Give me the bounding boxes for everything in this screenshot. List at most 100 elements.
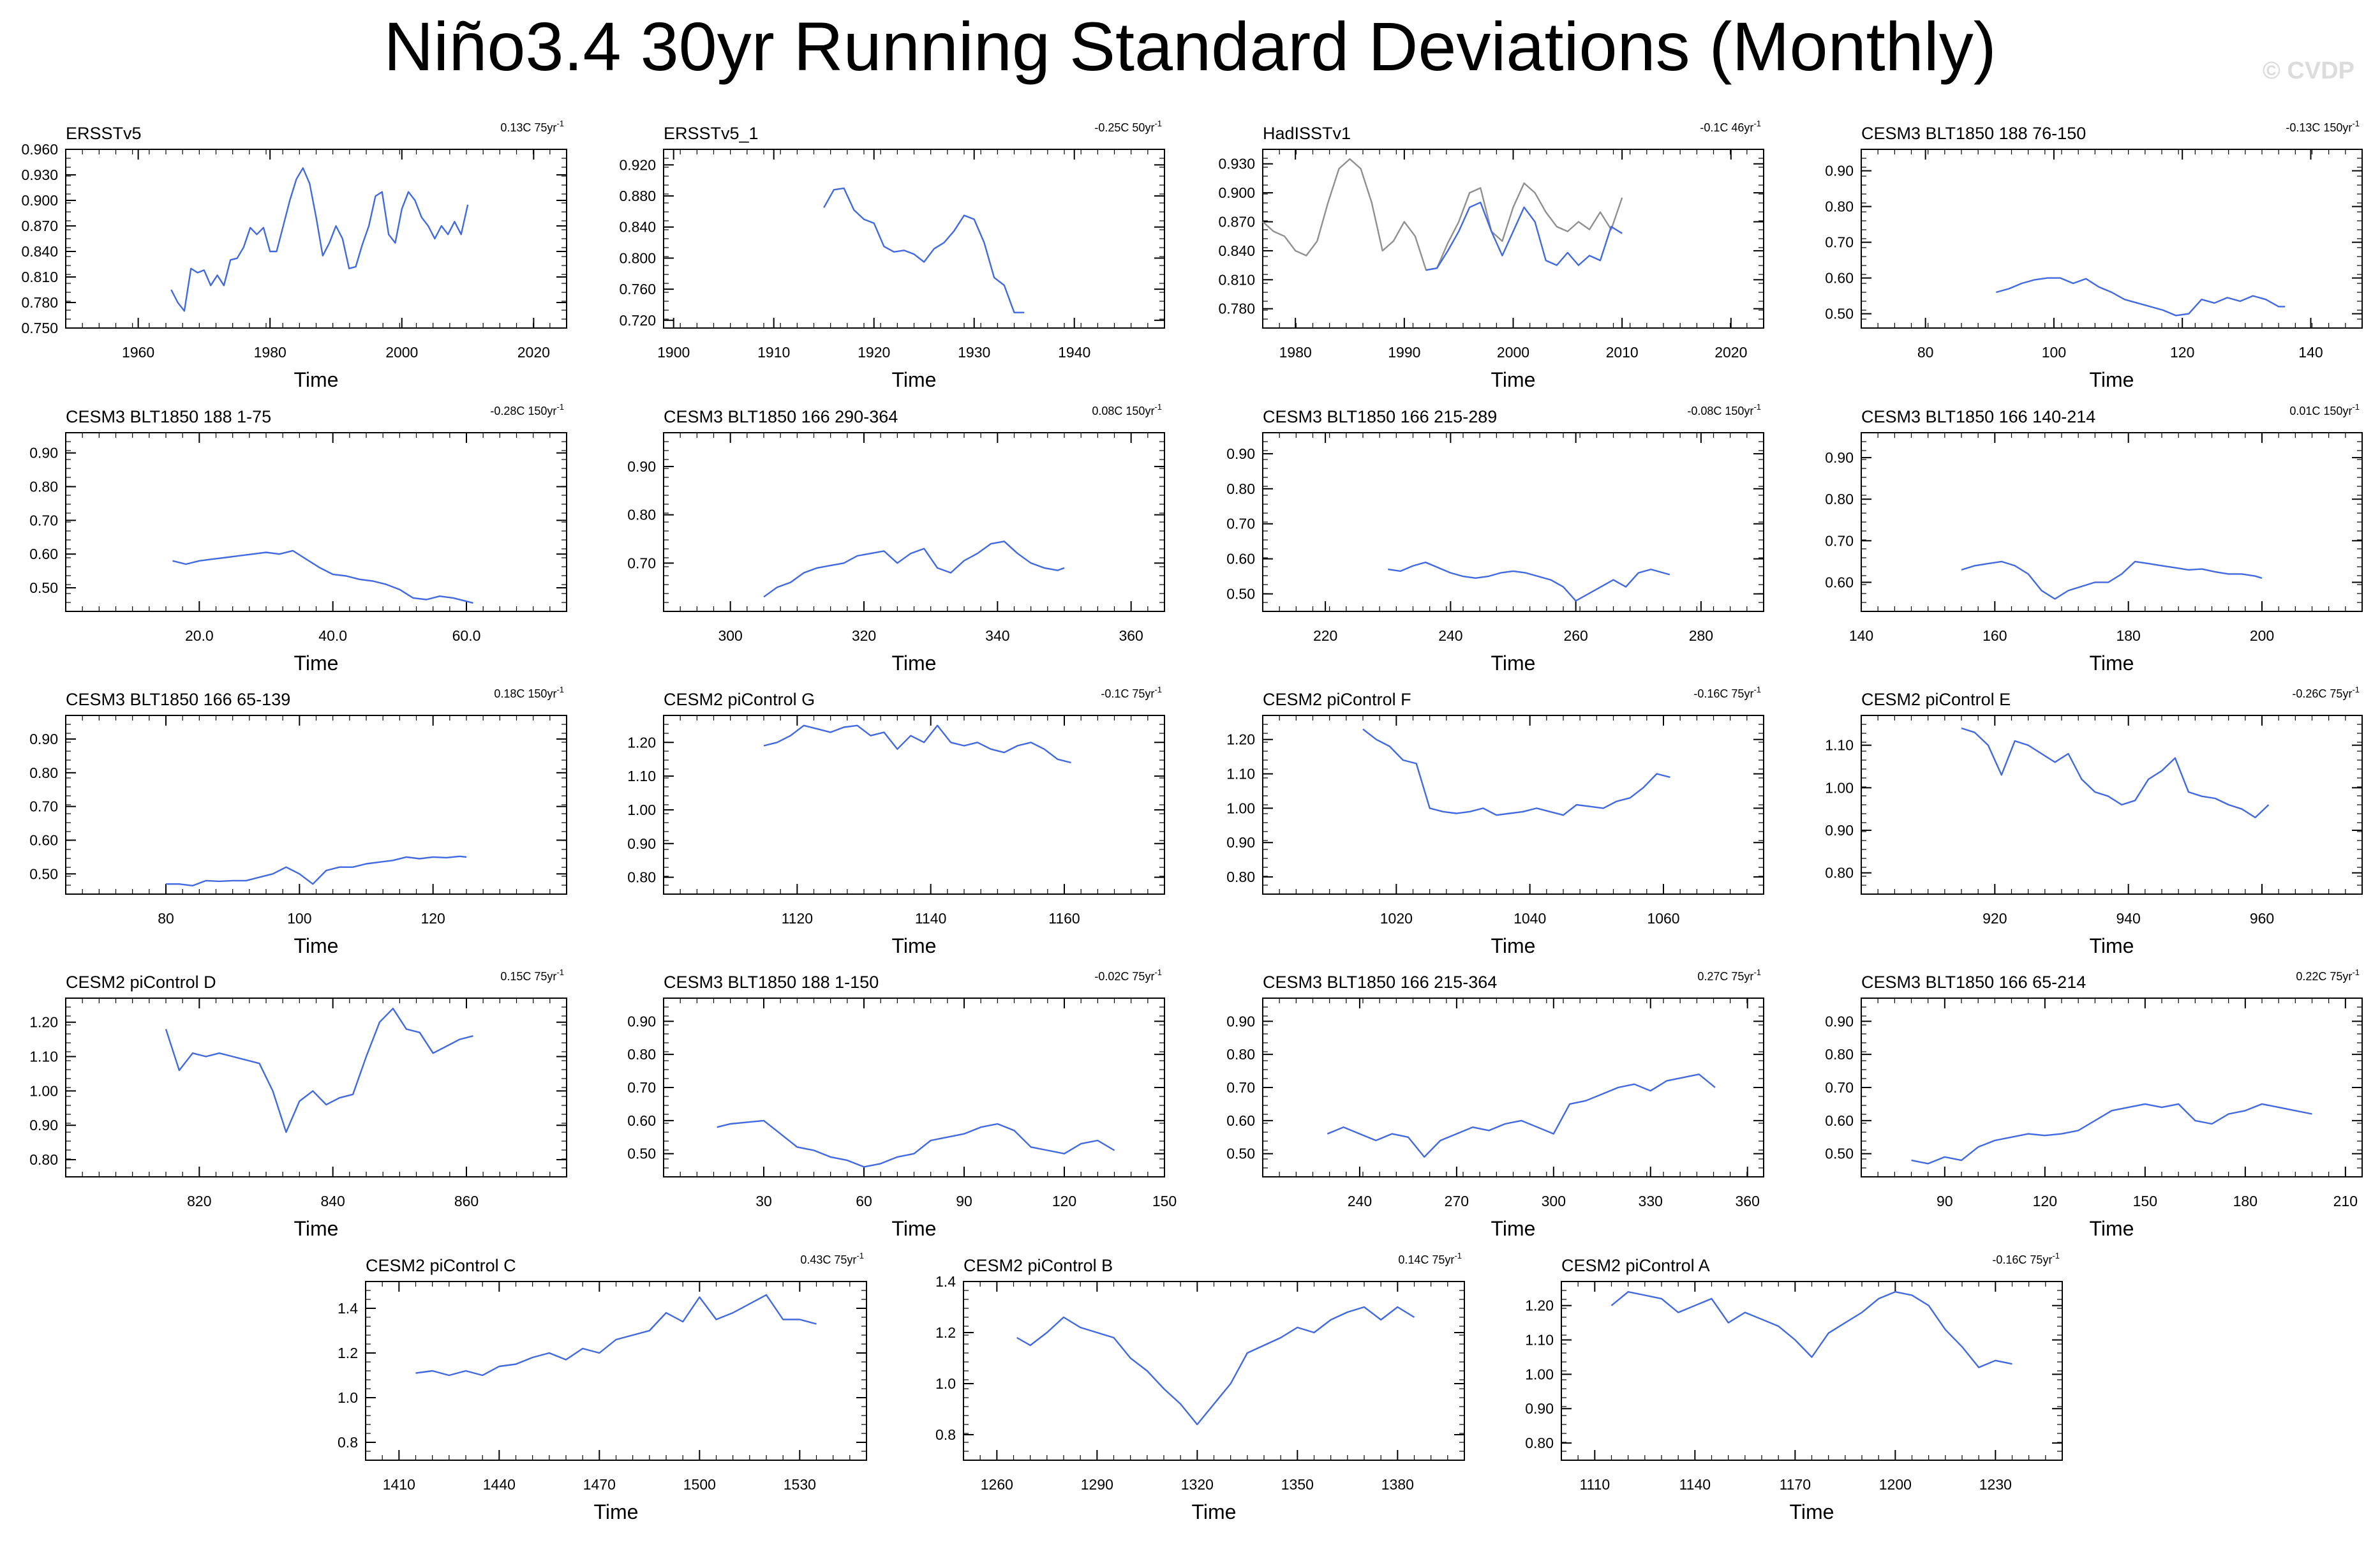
x-tick-label: 60	[856, 1193, 872, 1209]
minor-ticks	[664, 998, 1164, 1177]
series-line	[1610, 1291, 2012, 1368]
chart-panel-16: 0.50 0.60 0.70 0.80 0.90 90 120 150 180 210 CESM3 …	[1825, 968, 2363, 1240]
x-tick-label: 1140	[915, 910, 946, 927]
series-line	[1388, 561, 1670, 602]
x-tick-label: 300	[718, 627, 742, 644]
panel-title: CESM3 BLT1850 166 215-364	[1263, 973, 1497, 992]
x-tick-label: 150	[2133, 1193, 2157, 1209]
y-tick-label: 0.80	[627, 507, 656, 523]
y-tick-label: 0.50	[29, 579, 58, 596]
y-tick-label: 0.810	[1218, 271, 1255, 288]
y-tick-label: 0.70	[1825, 234, 1854, 251]
chart-panel-12: 0.80 0.90 1.00 1.10 920 940 960 CESM2 piControl…	[1825, 685, 2363, 957]
minor-ticks	[66, 998, 567, 1177]
x-tick-label: 30	[755, 1193, 772, 1209]
x-tick-label: 300	[1542, 1193, 1566, 1209]
x-tick-label: 140	[2298, 344, 2323, 361]
trend-annotation: -0.02C 75yr-1	[1094, 968, 1162, 983]
y-tick-label: 0.80	[1825, 865, 1854, 881]
x-axis-label: Time	[1491, 652, 1536, 675]
x-tick-label: 1410	[383, 1476, 415, 1493]
trend-annotation: 0.22C 75yr-1	[2296, 968, 2360, 983]
trend-annotation: -0.08C 150yr-1	[1687, 402, 1761, 417]
x-tick-label: 960	[2250, 910, 2274, 927]
trend-annotation: 0.08C 150yr-1	[1092, 402, 1162, 417]
x-tick-label: 260	[1563, 627, 1588, 644]
minor-ticks	[963, 1282, 1464, 1460]
plot-frame	[65, 432, 567, 612]
x-tick-label: 1350	[1281, 1476, 1314, 1493]
panel-title: CESM3 BLT1850 188 76-150	[1861, 124, 2086, 143]
x-axis-label: Time	[892, 652, 937, 675]
plot-frame	[65, 149, 567, 329]
x-tick-label: 2000	[1497, 344, 1529, 361]
trend-annotation: -0.16C 75yr-1	[1693, 685, 1761, 700]
y-tick-label: 0.90	[29, 445, 58, 461]
y-tick-label: 0.60	[29, 832, 58, 848]
y-tick-label: 0.80	[1226, 481, 1255, 497]
x-tick-label: 1500	[683, 1476, 716, 1493]
minor-ticks	[66, 433, 567, 611]
x-axis-label: Time	[294, 652, 339, 675]
chart-panel-14: 0.50 0.60 0.70 0.80 0.90 30 60 90 120 150 CESM3 BL…	[627, 968, 1177, 1240]
series-line	[717, 1119, 1115, 1168]
y-tick-label: 0.720	[619, 312, 656, 329]
x-tick-label: 2010	[1606, 344, 1639, 361]
x-tick-label: 20.0	[185, 627, 214, 644]
trend-annotation: 0.15C 75yr-1	[500, 968, 564, 983]
y-tick-label: 0.840	[619, 219, 656, 235]
series-line	[763, 724, 1071, 764]
plot-frame	[1262, 998, 1764, 1177]
y-tick-label: 1.20	[627, 734, 656, 751]
y-tick-label: 0.8	[338, 1434, 358, 1451]
y-tick-label: 1.00	[1825, 779, 1854, 796]
y-tick-label: 0.90	[1825, 1013, 1854, 1029]
y-tick-label: 1.20	[1226, 731, 1255, 748]
y-tick-label: 0.90	[1525, 1400, 1554, 1417]
y-tick-label: 1.00	[1525, 1366, 1554, 1382]
y-tick-label: 0.70	[29, 512, 58, 528]
minor-ticks	[664, 433, 1164, 611]
series-line	[166, 855, 467, 886]
x-axis-label: Time	[1491, 1217, 1536, 1240]
x-tick-label: 1380	[1381, 1476, 1414, 1493]
plot-frame	[663, 149, 1165, 329]
x-tick-label: 1020	[1380, 910, 1413, 927]
x-tick-label: 150	[1152, 1193, 1177, 1209]
trend-annotation: -0.16C 75yr-1	[1992, 1251, 2060, 1266]
panel-title: ERSSTv5	[66, 124, 142, 143]
chart-panel-7: 0.50 0.60 0.70 0.80 0.90 220 240 260 280 CESM3 BL…	[1226, 402, 1764, 675]
x-tick-label: 80	[1917, 344, 1934, 361]
x-tick-label: 840	[320, 1193, 345, 1209]
x-tick-label: 1140	[1679, 1476, 1711, 1493]
chart-panel-13: 0.80 0.90 1.00 1.10 1.20 820 840 860 CESM2 piCon…	[29, 968, 567, 1240]
minor-ticks	[66, 715, 567, 894]
y-tick-label: 1.10	[627, 768, 656, 784]
y-tick-label: 0.60	[1825, 270, 1854, 287]
trend-annotation: 0.14C 75yr-1	[1398, 1251, 1462, 1266]
y-tick-label: 0.870	[21, 218, 58, 234]
panel-title: CESM3 BLT1850 166 65-214	[1861, 973, 2086, 992]
panel-title: HadISSTv1	[1263, 124, 1351, 143]
plot-frame	[1861, 998, 2363, 1177]
y-tick-label: 1.10	[29, 1049, 58, 1065]
minor-ticks	[1263, 149, 1764, 328]
x-tick-label: 1980	[254, 344, 286, 361]
x-tick-label: 270	[1445, 1193, 1469, 1209]
y-tick-label: 0.90	[1825, 822, 1854, 839]
y-tick-label: 0.800	[619, 250, 656, 266]
panel-title: CESM2 piControl B	[963, 1256, 1113, 1275]
plot-frame	[1262, 149, 1764, 329]
x-tick-label: 940	[2116, 910, 2140, 927]
y-tick-label: 0.80	[1825, 198, 1854, 215]
y-tick-label: 0.70	[1825, 1079, 1854, 1096]
y-tick-label: 0.880	[619, 188, 656, 204]
plot-frame	[963, 1281, 1465, 1461]
series-line	[415, 1294, 817, 1377]
y-tick-label: 0.90	[1226, 834, 1255, 851]
series-line	[1362, 728, 1670, 816]
y-tick-label: 1.10	[1825, 737, 1854, 754]
y-tick-label: 0.60	[29, 546, 58, 562]
x-axis-label: Time	[892, 368, 937, 391]
y-tick-label: 0.840	[21, 243, 58, 260]
